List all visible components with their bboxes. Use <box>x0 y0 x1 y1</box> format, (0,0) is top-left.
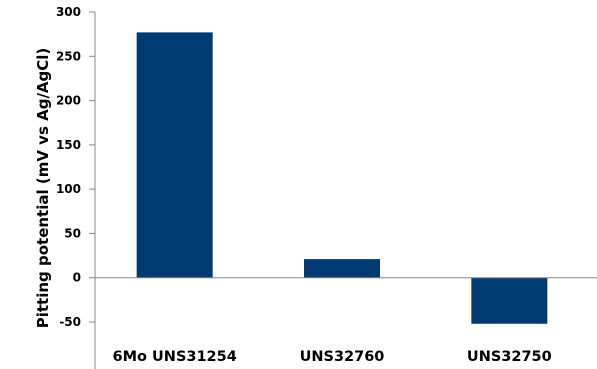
bar-2 <box>304 259 380 278</box>
y-tick-label: 300 <box>56 5 81 19</box>
y-tick-label: 0 <box>73 271 81 285</box>
y-tick-label: 50 <box>64 226 81 240</box>
x-tick-label: 6Mo UNS31254 <box>113 349 237 365</box>
x-tick-label: UNS32750 <box>467 349 552 365</box>
y-ticks: -50 0 50 100 150 200 250 300 <box>56 5 95 329</box>
y-tick-label: 100 <box>56 182 81 196</box>
y-tick-label: 250 <box>56 49 81 63</box>
y-tick-label: 200 <box>56 94 81 108</box>
bars <box>136 32 548 324</box>
bar-3 <box>471 277 548 324</box>
y-tick-label: 150 <box>56 138 81 152</box>
bar-1 <box>136 32 213 278</box>
x-ticks: 6Mo UNS31254 UNS32760 UNS32750 <box>113 349 552 365</box>
x-tick-label: UNS32760 <box>300 349 385 365</box>
y-axis-label: Pitting potential (mV vs Ag/AgCl) <box>34 48 52 329</box>
y-tick-label: -50 <box>59 315 81 329</box>
